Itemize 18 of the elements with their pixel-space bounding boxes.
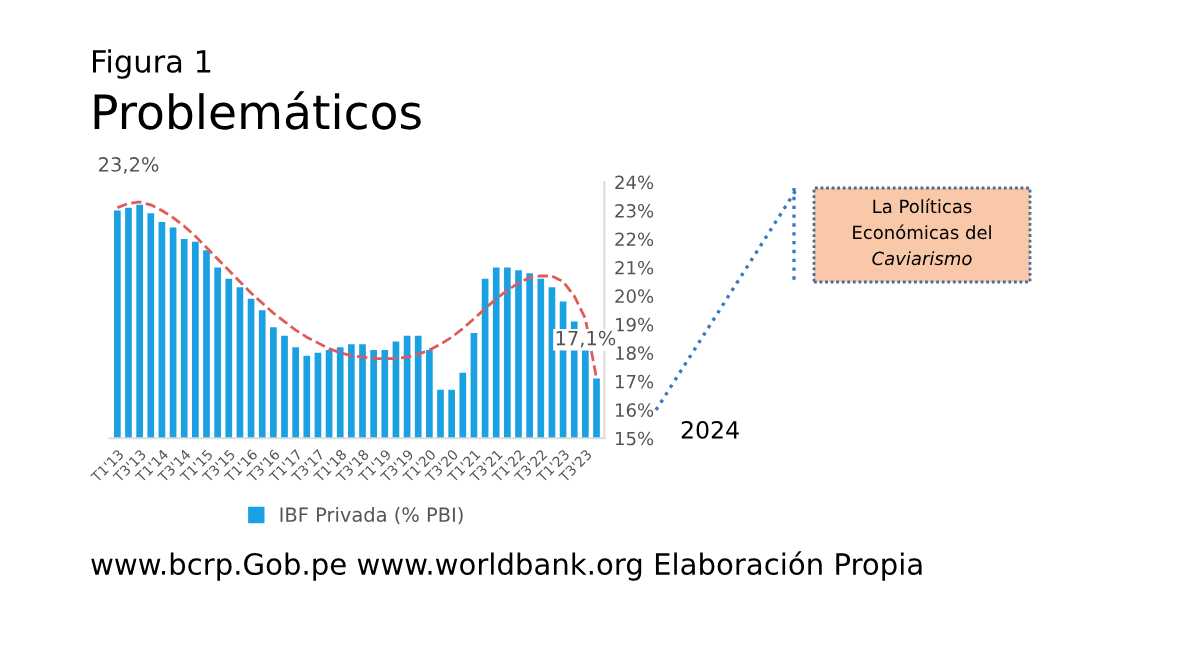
y-tick-label: 22% bbox=[615, 232, 654, 247]
y-tick-label: 18% bbox=[616, 346, 654, 360]
text: La Políticas Económicas del Caviarismo bbox=[853, 198, 991, 266]
y-tick-label: 16% bbox=[616, 403, 654, 417]
y-tick-label: 21% bbox=[615, 260, 654, 275]
y-tick-label: 24% bbox=[615, 175, 654, 190]
text: 2024 bbox=[681, 420, 739, 439]
y-tick-label: 15% bbox=[616, 431, 654, 446]
legend-label: IBF Privada (% PBI) bbox=[280, 506, 463, 525]
chart-title: Figura 1 bbox=[93, 49, 211, 79]
y-tick-label: 19% bbox=[616, 317, 654, 332]
data-label: 23,2% bbox=[99, 157, 159, 174]
data-label: 17,1% bbox=[556, 330, 616, 348]
y-tick-label: 20% bbox=[615, 289, 654, 304]
text: www.bcrp.Gob.pe www.worldbank.org Elaboración Propia bbox=[91, 551, 922, 581]
y-tick-label: 17% bbox=[616, 374, 654, 389]
chart-subtitle: Problemáticos bbox=[94, 91, 421, 130]
y-tick-label: 23% bbox=[615, 203, 654, 218]
